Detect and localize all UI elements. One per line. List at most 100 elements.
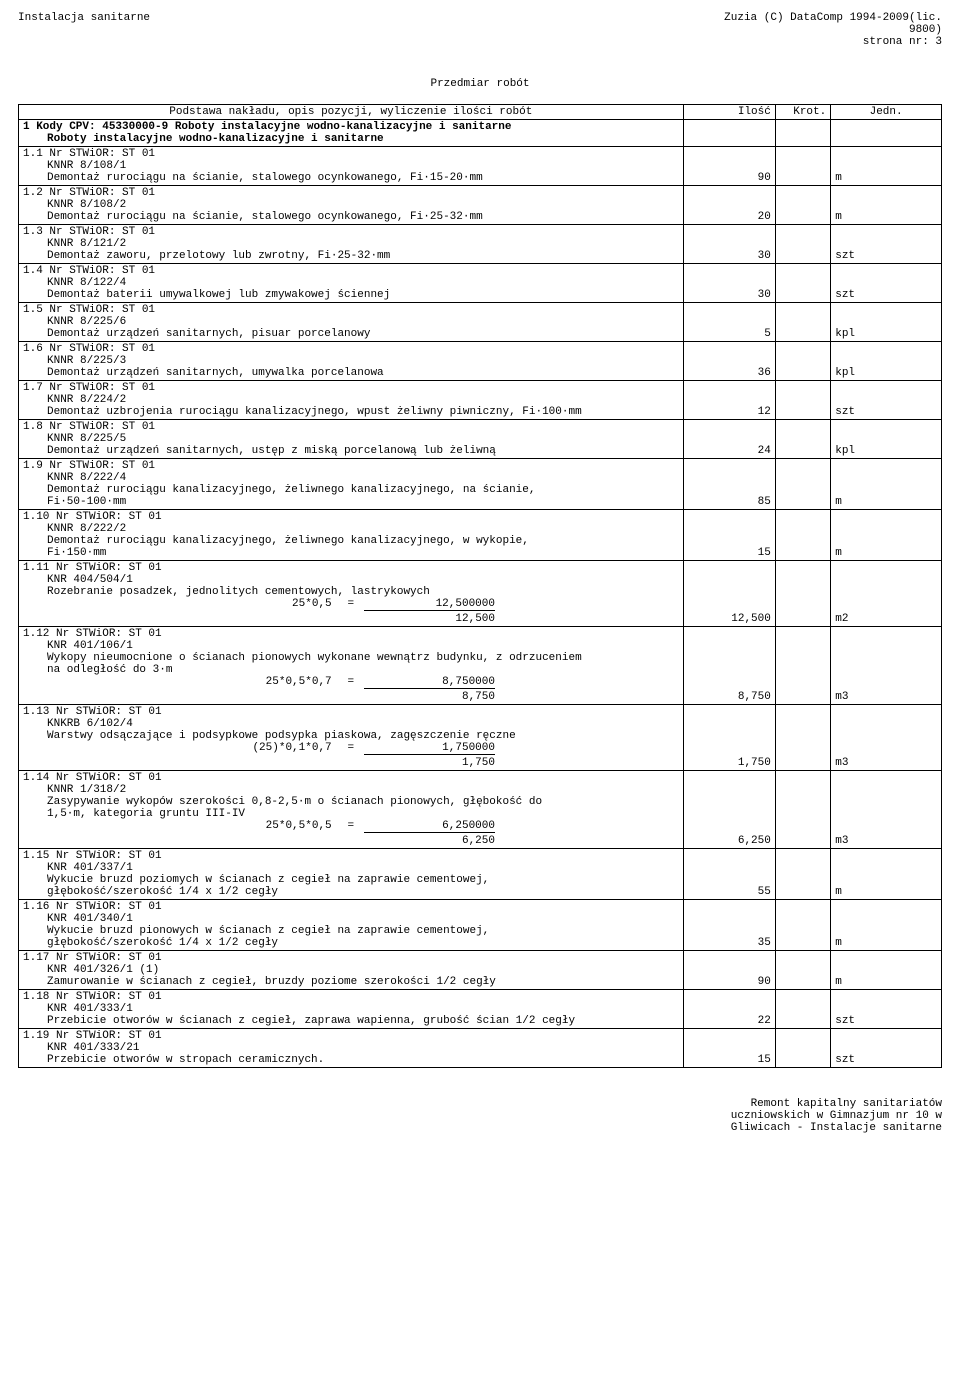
header-right: Zuzia (C) DataComp 1994-2009(lic. 9800) …: [724, 12, 942, 48]
row-unit: m3: [831, 834, 942, 849]
row-krot: [775, 561, 830, 613]
row-code: KNR 401/337/1: [23, 862, 679, 874]
calc-val: 1,750000: [364, 742, 495, 755]
table-row: 1.13 Nr STWiOR: ST 01KNKRB 6/102/4Warstw…: [19, 705, 942, 757]
row-text: Demontaż rurociągu na ścianie, stalowego…: [23, 211, 679, 223]
table-row: 1.8 Nr STWiOR: ST 01KNNR 8/225/5Demontaż…: [19, 420, 942, 459]
row-qty: 35: [683, 900, 775, 951]
table-row: 1.7 Nr STWiOR: ST 01KNNR 8/224/2Demontaż…: [19, 381, 942, 420]
row-code: KNR 401/333/1: [23, 1003, 679, 1015]
row-desc: 1.3 Nr STWiOR: ST 01KNNR 8/121/2Demontaż…: [19, 225, 684, 264]
col-qty: Ilość: [683, 105, 775, 120]
row-num: 1.16 Nr STWiOR: ST 01: [23, 901, 162, 913]
row-qty: 36: [683, 342, 775, 381]
row-krot: [775, 225, 830, 264]
row-krot: [775, 612, 830, 627]
row-unit: m: [831, 951, 942, 990]
calc-line: 25*0,5*0,7=8,750000: [23, 676, 679, 689]
row-text: Demontaż rurociągu kanalizacyjnego, żeli…: [23, 535, 679, 547]
table-row: 1.14 Nr STWiOR: ST 01KNNR 1/318/2Zasypyw…: [19, 771, 942, 835]
row-text2: głębokość/szerokość 1/4 x 1/2 cegły: [23, 886, 679, 898]
row-unit: szt: [831, 990, 942, 1029]
row-code: KNNR 8/224/2: [23, 394, 679, 406]
header-left: Instalacja sanitarne: [18, 12, 150, 48]
row-desc: 1.6 Nr STWiOR: ST 01KNNR 8/225/3Demontaż…: [19, 342, 684, 381]
calc-expr: 25*0,5*0,7: [23, 676, 338, 689]
calc-eq: =: [338, 742, 364, 755]
calc-val: 6,250000: [364, 820, 495, 833]
row-code: KNR 401/326/1 (1): [23, 964, 679, 976]
row-krot: [775, 147, 830, 186]
table-row: 1.15 Nr STWiOR: ST 01KNR 401/337/1Wykuci…: [19, 849, 942, 900]
row-text: Rozebranie posadzek, jednolitych cemento…: [23, 586, 679, 598]
page-footer: Remont kapitalny sanitariatów uczniowski…: [18, 1098, 942, 1134]
row-text: Wykucie bruzd poziomych w ścianach z ceg…: [23, 874, 679, 886]
row-desc: 1.15 Nr STWiOR: ST 01KNR 401/337/1Wykuci…: [19, 849, 684, 900]
row-code: KNNR 8/225/5: [23, 433, 679, 445]
row-num: 1.7 Nr STWiOR: ST 01: [23, 382, 155, 394]
table-row: 1.19 Nr STWiOR: ST 01KNR 401/333/21Przeb…: [19, 1029, 942, 1068]
row-unit: [831, 561, 942, 613]
row-text: Demontaż zaworu, przelotowy lub zwrotny,…: [23, 250, 679, 262]
header-right-1: Zuzia (C) DataComp 1994-2009(lic.: [724, 12, 942, 24]
row-num: 1.1 Nr STWiOR: ST 01: [23, 148, 155, 160]
estimate-table: Podstawa nakładu, opis pozycji, wyliczen…: [18, 104, 942, 1068]
row-code: KNR 401/333/21: [23, 1042, 679, 1054]
row-text: Przebicie otworów w stropach ceramicznyc…: [23, 1054, 679, 1066]
row-qty: 30: [683, 225, 775, 264]
row-desc: 1.16 Nr STWiOR: ST 01KNR 401/340/1Wykuci…: [19, 900, 684, 951]
table-row: 1.3 Nr STWiOR: ST 01KNNR 8/121/2Demontaż…: [19, 225, 942, 264]
calc-line: 25*0,5=12,500000: [23, 598, 679, 611]
section-line1: 1 Kody CPV: 45330000-9 Roboty instalacyj…: [23, 121, 511, 133]
row-unit: szt: [831, 381, 942, 420]
table-row: 1.4 Nr STWiOR: ST 01KNNR 8/122/4Demontaż…: [19, 264, 942, 303]
row-text: Demontaż uzbrojenia rurociągu kanalizacy…: [23, 406, 679, 418]
sum-val: 6,250: [364, 835, 495, 847]
row-unit: [831, 627, 942, 691]
row-text: Zamurowanie w ścianach z cegieł, bruzdy …: [23, 976, 679, 988]
calc-line: 25*0,5*0,5=6,250000: [23, 820, 679, 833]
row-unit: m3: [831, 690, 942, 705]
row-num: 1.8 Nr STWiOR: ST 01: [23, 421, 155, 433]
row-num: 1.18 Nr STWiOR: ST 01: [23, 991, 162, 1003]
row-code: KNR 401/106/1: [23, 640, 679, 652]
row-unit: kpl: [831, 342, 942, 381]
row-code: KNNR 8/222/2: [23, 523, 679, 535]
row-desc: 1.4 Nr STWiOR: ST 01KNNR 8/122/4Demontaż…: [19, 264, 684, 303]
row-unit: m: [831, 510, 942, 561]
row-desc: 1.2 Nr STWiOR: ST 01KNNR 8/108/2Demontaż…: [19, 186, 684, 225]
table-row: 1.2 Nr STWiOR: ST 01KNNR 8/108/2Demontaż…: [19, 186, 942, 225]
sum-val: 12,500: [364, 613, 495, 625]
row-desc: 1.1 Nr STWiOR: ST 01KNNR 8/108/1Demontaż…: [19, 147, 684, 186]
row-qty: 12: [683, 381, 775, 420]
row-qty: 1,750: [683, 756, 775, 771]
table-row-sum: 1,7501,750m3: [19, 756, 942, 771]
sum-desc: 12,500: [19, 612, 684, 627]
row-desc: 1.18 Nr STWiOR: ST 01KNR 401/333/1Przebi…: [19, 990, 684, 1029]
row-krot: [775, 756, 830, 771]
calc-line: (25)*0,1*0,7=1,750000: [23, 742, 679, 755]
table-row: 1.9 Nr STWiOR: ST 01KNNR 8/222/4Demontaż…: [19, 459, 942, 510]
section-row: 1 Kody CPV: 45330000-9 Roboty instalacyj…: [19, 120, 942, 147]
row-text: Wykopy nieumocnione o ścianach pionowych…: [23, 652, 679, 664]
row-krot: [775, 900, 830, 951]
row-num: 1.3 Nr STWiOR: ST 01: [23, 226, 155, 238]
row-text: Demontaż rurociągu kanalizacyjnego, żeli…: [23, 484, 679, 496]
calc-expr: 25*0,5*0,5: [23, 820, 338, 833]
row-qty: 12,500: [683, 612, 775, 627]
row-desc: 1.14 Nr STWiOR: ST 01KNNR 1/318/2Zasypyw…: [19, 771, 684, 835]
row-unit: m: [831, 186, 942, 225]
row-num: 1.15 Nr STWiOR: ST 01: [23, 850, 162, 862]
table-row: 1.1 Nr STWiOR: ST 01KNNR 8/108/1Demontaż…: [19, 147, 942, 186]
section-cell: 1 Kody CPV: 45330000-9 Roboty instalacyj…: [19, 120, 684, 147]
row-text: Demontaż urządzeń sanitarnych, ustęp z m…: [23, 445, 679, 457]
row-code: KNNR 8/225/6: [23, 316, 679, 328]
document-title: Przedmiar robót: [18, 78, 942, 90]
row-code: KNNR 8/121/2: [23, 238, 679, 250]
row-qty: [683, 627, 775, 691]
sum-val: 8,750: [364, 691, 495, 703]
row-num: 1.12 Nr STWiOR: ST 01: [23, 628, 162, 640]
row-text: Przebicie otworów w ścianach z cegieł, z…: [23, 1015, 679, 1027]
row-qty: [683, 705, 775, 757]
row-unit: m: [831, 900, 942, 951]
